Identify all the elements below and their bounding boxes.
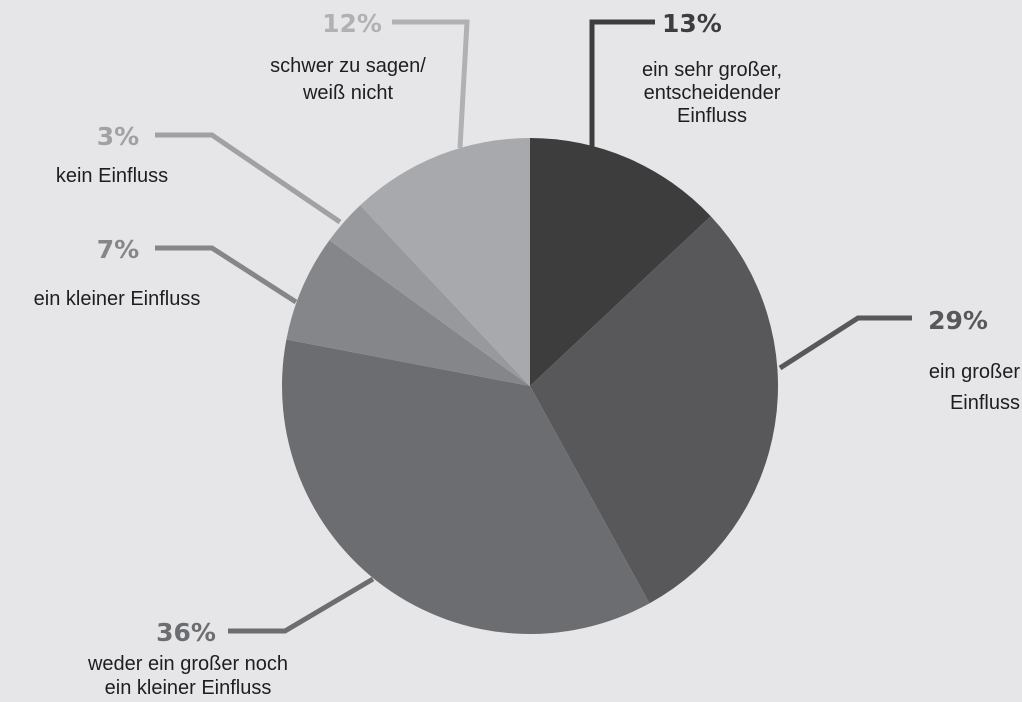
slice-category-label: ein großer: [929, 361, 1020, 383]
slice-category-label: ein kleiner Einfluss: [34, 288, 201, 310]
pie-slice: [530, 216, 778, 604]
slice-category-label: schwer zu sagen/: [270, 55, 426, 77]
pie-slices: [281, 138, 778, 634]
leader-line: [228, 576, 375, 634]
slice-value-label: 3%: [97, 122, 139, 151]
leader-line: [155, 132, 342, 225]
leader-lines: [155, 19, 912, 634]
slice-category-label: kein Einfluss: [56, 165, 168, 187]
slice-value-label: 29%: [928, 306, 988, 335]
slice-labels: 13% 29% 36% 7% 3% 12% ein sehr großer, e…: [34, 9, 1021, 699]
slice-category-label: entscheidender: [644, 82, 781, 104]
slice-category-label: ein sehr großer,: [642, 59, 782, 81]
leader-line: [155, 245, 298, 305]
pie-slice: [281, 339, 650, 634]
slice-category-label: weiß nicht: [302, 82, 393, 104]
pie-slice: [530, 138, 711, 386]
leader-line: [589, 19, 655, 148]
leader-line: [392, 19, 470, 149]
slice-category-label: weder ein großer noch: [87, 653, 288, 675]
pie-slice: [329, 205, 530, 386]
slice-value-label: 36%: [156, 618, 216, 647]
pie-slice: [360, 138, 530, 386]
pie-slice: [286, 240, 530, 386]
slice-value-label: 12%: [322, 9, 382, 38]
slice-category-label: ein kleiner Einfluss: [105, 677, 272, 699]
slice-value-label: 13%: [662, 9, 722, 38]
leader-line: [778, 315, 912, 371]
slice-value-label: 7%: [97, 235, 139, 264]
slice-category-label: Einfluss: [950, 392, 1020, 414]
slice-category-label: Einfluss: [677, 105, 747, 127]
